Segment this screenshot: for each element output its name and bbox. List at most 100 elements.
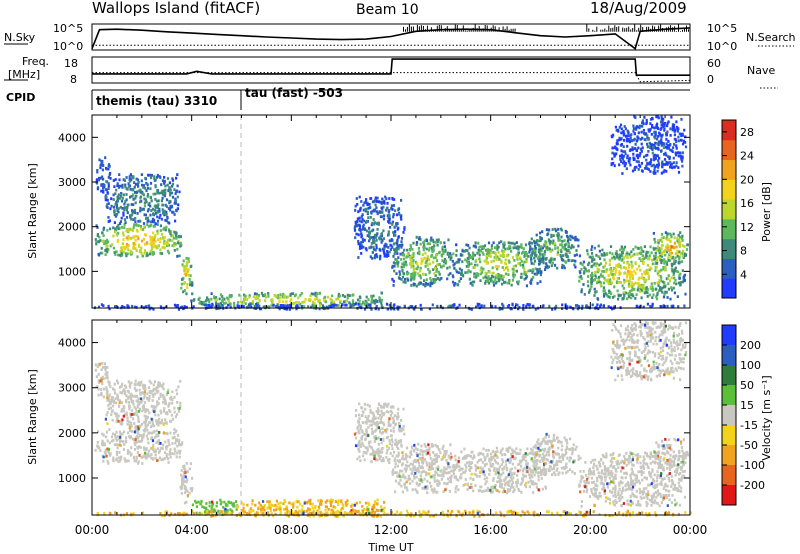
ytick-label-0: 1000 [58,472,86,485]
colorbar-tick-label-7: -200 [740,479,765,492]
date-title: 18/Aug/2009 [590,0,687,17]
echo-region-9-cells-2 [594,252,673,294]
echo-region-10-cells-5 [670,245,673,249]
nave-tick-bottom: 0 [707,73,714,86]
colorbar-swatch-2 [722,365,736,386]
beam-title: Beam 10 [356,2,419,18]
colorbar-swatch-7 [722,139,736,161]
colorbar-tick-label-2: 12 [740,221,754,234]
xtick-label-2: 08:00 [274,523,309,537]
nave-tick-top: 60 [707,57,721,70]
echo-region-11-cells-4 [664,438,667,441]
colorbar-tick-label-4: 20 [740,173,754,186]
power-ylabel: Slant Range [km] [26,163,39,259]
station-title: Wallops Island (fitACF) [92,0,260,17]
echo-region-3-cells-2 [184,475,187,479]
echo-region-0-cells-4 [158,431,161,434]
colorbar-swatch-3 [722,385,736,406]
velocity-colorbar-label: Velocity [m s⁻¹] [760,375,773,460]
echo-region-10-cells-6 [652,231,667,235]
nave-line [92,72,691,83]
echo-region-6-cells-0 [392,235,453,288]
colorbar-swatch-6 [722,159,736,180]
echo-region-13-cells-4 [368,512,371,515]
colorbar-swatch-6 [722,445,736,466]
echo-region-6-cells-3 [391,236,455,288]
xtick-label-4: 16:00 [473,523,508,537]
colorbar-tick-label-0: 4 [740,268,747,281]
velocity-colorbar: 200 100 50 15 -15 -50 -100 -200 [721,324,765,506]
echo-region-6-cells-5 [379,425,401,441]
power-x-ticks [91,115,691,308]
echo-region-5-cells-3 [350,509,357,516]
freq-tick-bottom: 8 [70,73,77,86]
echo-region-0-cells-0 [94,428,184,465]
colorbar-swatch-4 [722,199,736,220]
colorbar-swatch-0 [722,325,736,346]
echo-region-8-cells-8 [482,470,485,474]
echo-region-13-cells-5 [476,511,479,515]
echo-region-3-cells-3 [184,471,187,474]
echo-region-3-cells-5 [191,283,194,287]
colorbar-tick-label-5: -50 [740,439,758,452]
echo-region-6-cells-3 [385,444,389,448]
echo-region-12-cells-2 [664,324,667,328]
power-echo-cells [93,115,689,311]
echo-region-7-cells-5 [455,243,458,247]
echo-region-12-cells-0 [93,302,686,311]
ytick-label-1: 2000 [58,427,86,440]
echo-region-4-cells-3 [214,293,348,307]
echo-region-5-cells-0 [353,195,404,261]
ytick-label-3: 4000 [58,131,86,144]
echo-region-7-cells-3 [473,250,528,278]
echo-region-8-cells-2 [528,227,580,270]
ytick-label-3: 4000 [58,337,86,350]
nsky-tick-bottom: 10^0 [53,40,83,53]
echo-region-7-cells-1 [391,442,456,495]
echo-region-9-cells-3 [605,261,652,286]
echo-region-13-cells-3 [585,510,588,514]
echo-region-6-cells-1 [373,457,376,461]
velocity-panel: 1000 2000 3000 4000 00:00 04:00 08:00 12:00 16:… [26,319,773,554]
colorbar-frame [721,119,737,299]
colorbar-tick-label-6: -100 [740,459,765,472]
xtick-label-5: 20:00 [573,523,608,537]
colorbar-swatch-3 [722,218,736,240]
nsearch-tick-top: 10^5 [707,22,737,35]
echo-region-8-cells-4 [574,265,577,269]
nsearch-tick-bottom: 10^0 [707,40,737,53]
echo-region-2-cells-2 [105,180,108,183]
echo-region-0-cells-4 [95,224,179,258]
echo-region-2-cells-0 [94,362,111,399]
echo-region-3-cells-3 [181,265,194,296]
echo-region-9-cells-0 [528,433,580,477]
nave-label: Nave [747,64,775,77]
nsky-tick-top: 10^5 [53,22,83,35]
velocity-y-axis: 1000 2000 3000 4000 [58,337,690,485]
nsky-label: N.Sky [4,31,36,44]
echo-region-0-cells-1 [101,225,180,255]
echo-region-2-cells-0 [95,159,112,194]
colorbar-swatch-1 [722,345,736,366]
echo-region-1-cells-0 [105,379,182,431]
colorbar-tick-label-4: -15 [740,419,758,432]
echo-region-9-cells-1 [578,244,688,301]
echo-region-6-cells-4 [373,437,378,458]
echo-region-0-cells-7 [152,446,155,449]
echo-region-1-cells-6 [121,413,133,422]
echo-region-11-cells-2 [666,446,671,462]
echo-region-11-cells-2 [646,134,665,155]
ytick-label-0: 1000 [58,265,86,278]
echo-region-4-cells-2 [211,500,214,504]
xtick-label-3: 12:00 [374,523,409,537]
echo-region-7-cells-1 [455,241,539,285]
echo-region-11-cells-3 [677,438,680,442]
echo-region-10-cells-0 [654,232,689,264]
echo-region-12-cells-8 [628,360,639,366]
freq-panel: Freq. [MHz] 18 8 60 0 Nave [4,55,778,89]
echo-region-13-cells-2 [108,509,681,518]
echo-region-0-cells-2 [116,227,167,250]
echo-region-1-cells-7 [137,427,140,431]
noise-panel: N.Sky 10^5 10^0 10^5 10^0 N.Search [4,22,796,53]
